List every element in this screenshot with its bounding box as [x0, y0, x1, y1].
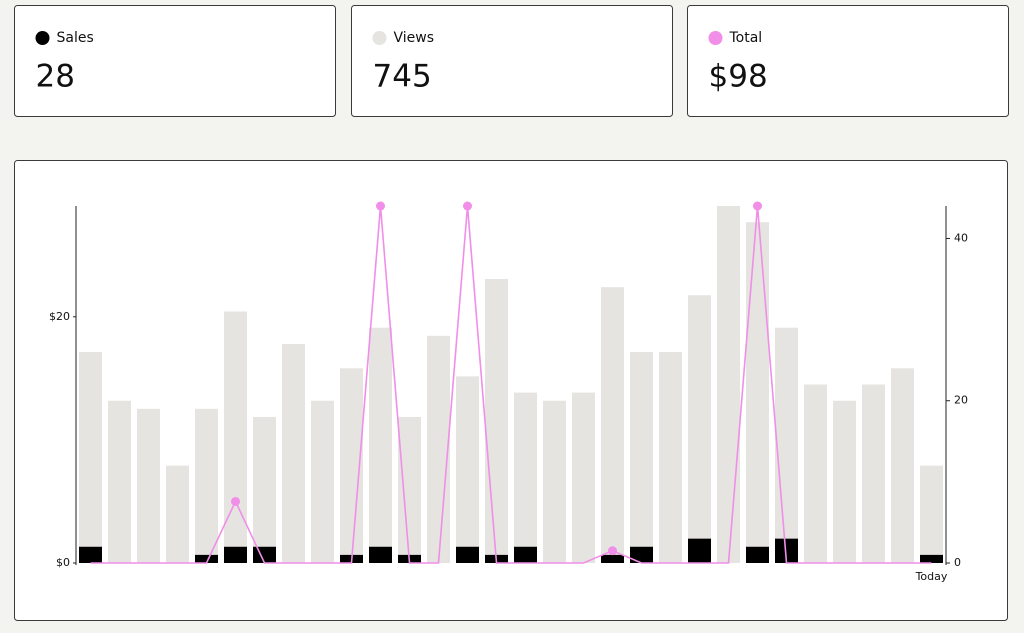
bar	[601, 287, 624, 563]
y2-tick-label: 40	[954, 231, 968, 244]
bar	[601, 554, 624, 563]
bar	[775, 538, 798, 563]
line	[90, 205, 932, 564]
legend-dot	[708, 31, 723, 45]
legend-dot	[372, 31, 387, 45]
bar	[804, 384, 827, 563]
bar	[746, 546, 769, 563]
bar	[253, 546, 276, 563]
bar	[775, 327, 798, 563]
bar	[253, 416, 276, 563]
bar	[746, 222, 769, 563]
bar	[79, 546, 102, 563]
line-point	[231, 496, 240, 506]
bar	[456, 376, 479, 563]
bar	[920, 465, 943, 563]
bar	[833, 400, 856, 563]
bar	[79, 352, 102, 563]
bar	[456, 546, 479, 563]
y-tick-label: $0	[56, 556, 70, 569]
bar	[166, 465, 189, 563]
bar	[688, 538, 711, 563]
bar	[630, 352, 653, 563]
chart-card	[14, 160, 1008, 621]
bar	[920, 554, 943, 563]
y-tick-label: $20	[49, 310, 70, 323]
summary-card	[351, 5, 673, 117]
line-point	[608, 546, 617, 556]
legend-dot	[35, 31, 50, 45]
bar	[717, 206, 740, 563]
summary-card	[14, 5, 336, 117]
bar	[891, 368, 914, 563]
legend-label: Total	[729, 30, 763, 46]
legend-label: Sales	[57, 30, 94, 46]
y2-tick-label: 20	[954, 394, 968, 407]
x-tick-label: Today	[915, 570, 948, 583]
bar	[514, 392, 537, 563]
summary-value: 28	[36, 59, 75, 95]
summary-card	[687, 5, 1009, 117]
line-point	[463, 201, 472, 211]
bar	[688, 295, 711, 563]
bar	[108, 400, 131, 563]
bar	[369, 327, 392, 563]
bar	[369, 546, 392, 563]
bar	[572, 392, 595, 563]
bar	[543, 400, 566, 563]
bar	[224, 546, 247, 563]
legend-label: Views	[394, 30, 435, 46]
bar	[485, 279, 508, 563]
summary-value: 745	[373, 59, 432, 95]
bar	[311, 400, 334, 563]
bar	[862, 384, 885, 563]
bar	[630, 546, 653, 563]
bar	[282, 343, 305, 563]
bar	[514, 546, 537, 563]
line-point	[753, 201, 762, 211]
bar	[224, 311, 247, 563]
bar	[195, 408, 218, 563]
summary-value: $98	[709, 59, 768, 95]
bar	[195, 554, 218, 563]
y2-tick-label: 0	[954, 556, 961, 569]
bar	[137, 408, 160, 563]
line-point	[376, 201, 385, 211]
bar	[340, 368, 363, 563]
bar	[398, 416, 421, 563]
bar	[427, 335, 450, 563]
bar	[659, 352, 682, 563]
